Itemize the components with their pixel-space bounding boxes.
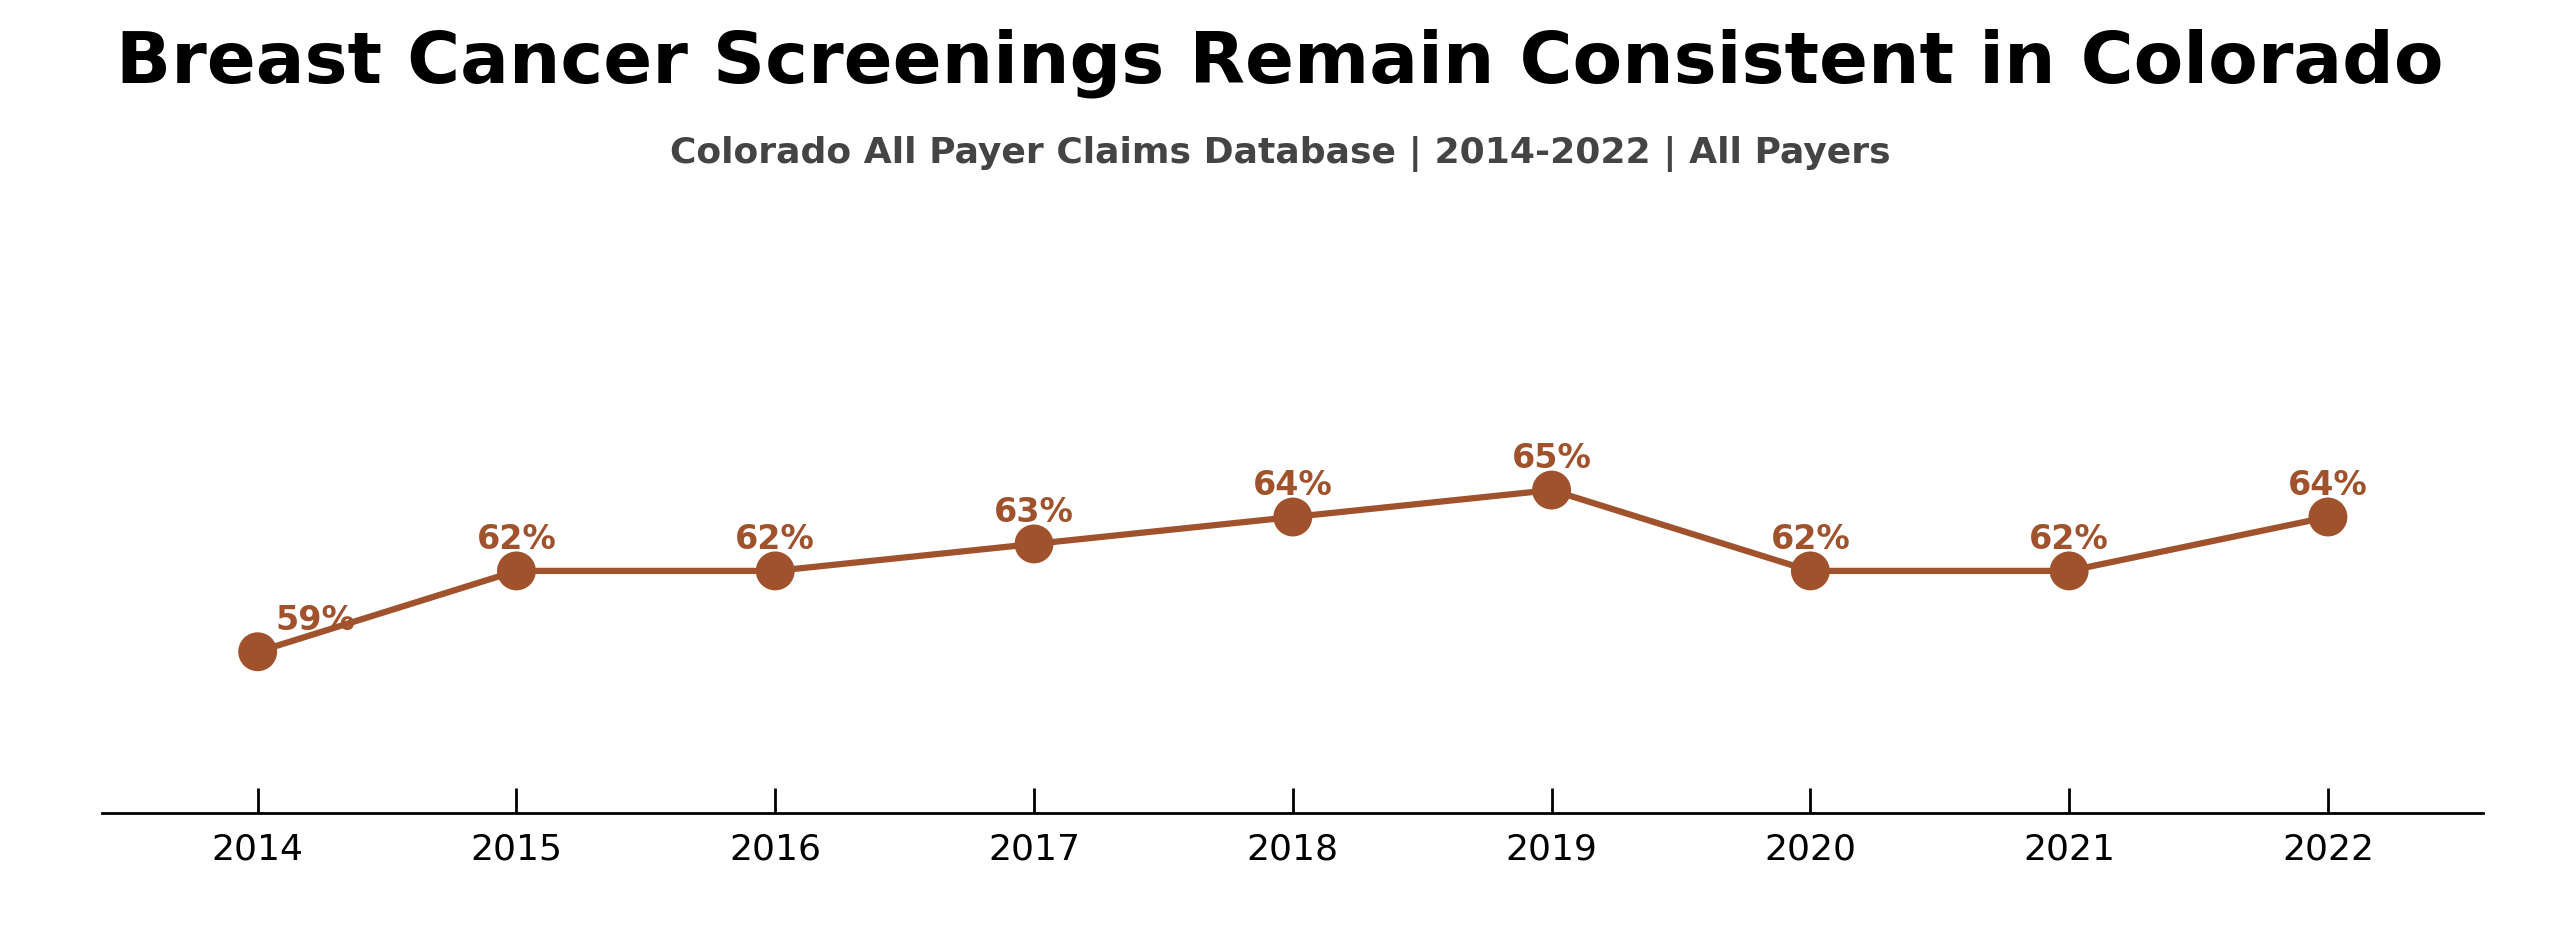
Text: 62%: 62% xyxy=(476,523,556,556)
Point xyxy=(2048,564,2089,579)
Point xyxy=(238,644,279,659)
Point xyxy=(2307,510,2348,525)
Text: Colorado All Payer Claims Database | 2014-2022 | All Payers: Colorado All Payer Claims Database | 201… xyxy=(671,136,1889,172)
Text: Breast Cancer Screenings Remain Consistent in Colorado: Breast Cancer Screenings Remain Consiste… xyxy=(115,28,2445,97)
Point xyxy=(497,564,538,579)
Text: 62%: 62% xyxy=(1772,523,1851,556)
Point xyxy=(1531,482,1572,497)
Text: 64%: 64% xyxy=(2289,469,2368,502)
Point xyxy=(1789,564,1830,579)
Point xyxy=(755,564,796,579)
Text: 64%: 64% xyxy=(1252,469,1334,502)
Point xyxy=(1272,510,1313,525)
Text: 62%: 62% xyxy=(2030,523,2109,556)
Text: 62%: 62% xyxy=(735,523,814,556)
Text: 63%: 63% xyxy=(993,496,1075,529)
Point xyxy=(1014,537,1055,552)
Text: 65%: 65% xyxy=(1510,442,1592,475)
Text: 59%: 59% xyxy=(276,604,356,637)
